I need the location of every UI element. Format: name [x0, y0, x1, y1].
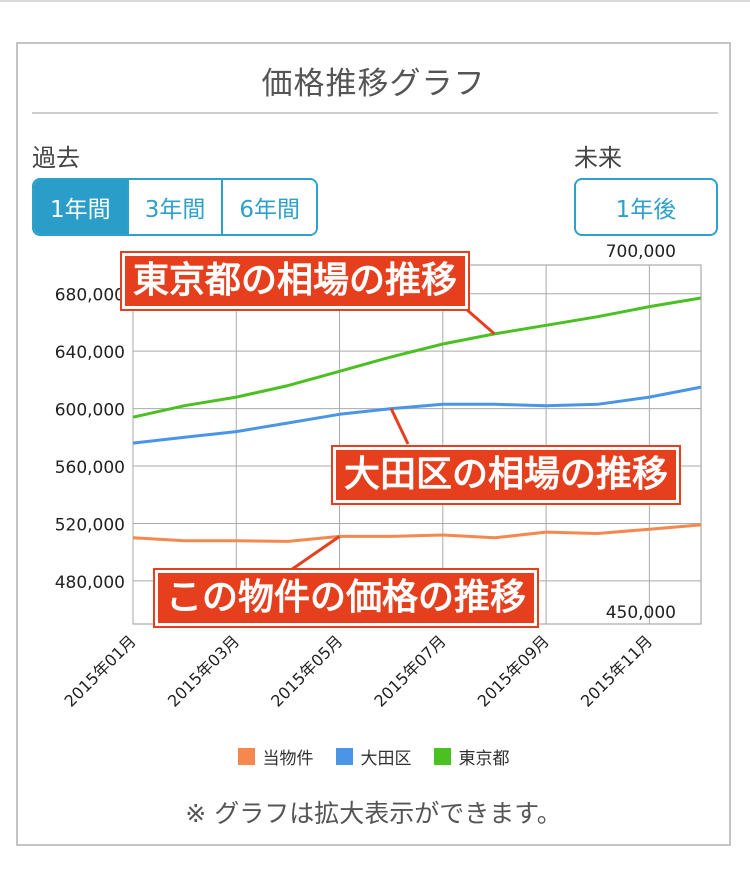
y-tick-label: 680,000	[55, 286, 125, 306]
past-range-selector: 1年間 3年間 6年間	[32, 178, 318, 236]
series-line-tokyo	[132, 296, 702, 419]
legend-label-ota: 大田区	[360, 749, 412, 769]
y-tick-label: 520,000	[55, 515, 125, 535]
y-tick-label: 560,000	[55, 458, 125, 478]
future-label: 未来	[574, 144, 622, 172]
y-max-label: 700,000	[606, 242, 676, 262]
legend-swatch-tokyo	[433, 748, 451, 765]
range-3-year-button[interactable]: 3年間	[128, 180, 224, 234]
y-tick-label: 480,000	[55, 573, 125, 593]
series-line-property	[132, 523, 702, 543]
top-divider	[0, 0, 750, 2]
x-tick-label: 2015年05月	[267, 631, 346, 710]
page-title: 価格推移グラフ	[261, 66, 486, 102]
x-tick-label: 2015年03月	[164, 631, 243, 710]
leader-ota	[389, 407, 410, 445]
series-line-ota	[132, 385, 702, 445]
legend-swatch-property	[237, 748, 255, 765]
y-tick-label: 600,000	[55, 401, 125, 421]
annotation-tokyo: 東京都の相場の推移	[122, 253, 469, 309]
y-min-label: 450,000	[606, 603, 676, 623]
past-label: 過去	[32, 144, 80, 172]
annotation-ota: 大田区の相場の推移	[333, 447, 680, 503]
x-tick-label: 2015年07月	[370, 631, 449, 710]
legend-swatch-ota	[335, 748, 353, 765]
legend-item-ota[interactable]: 大田区	[335, 744, 412, 769]
y-tick-label: 640,000	[55, 343, 125, 363]
x-tick-label: 2015年01月	[61, 631, 140, 710]
chart-legend: 当物件 大田区 東京都	[18, 744, 729, 769]
legend-label-tokyo: 東京都	[458, 749, 510, 769]
leader-property	[287, 535, 341, 574]
legend-item-property[interactable]: 当物件	[237, 744, 314, 769]
price-chart[interactable]: 480,000 520,000 560,000 600,000 640,000 680,0…	[18, 44, 729, 744]
legend-label-property: 当物件	[262, 749, 314, 769]
future-1-year-button[interactable]: 1年後	[574, 178, 718, 236]
x-tick-label: 2015年11月	[577, 631, 656, 710]
annotation-property: この物件の価格の推移	[155, 570, 538, 626]
x-tick-label: 2015年09月	[474, 631, 553, 710]
range-6-year-button[interactable]: 6年間	[223, 180, 316, 234]
zoom-hint-note: ※ グラフは拡大表示ができます。	[185, 799, 562, 828]
range-1-year-button[interactable]: 1年間	[34, 180, 129, 234]
price-trend-card: 価格推移グラフ 過去 未来 1年間 3年間 6年間 1年後 480,000 520…	[16, 42, 731, 846]
legend-item-tokyo[interactable]: 東京都	[433, 744, 510, 769]
title-divider	[32, 112, 718, 114]
